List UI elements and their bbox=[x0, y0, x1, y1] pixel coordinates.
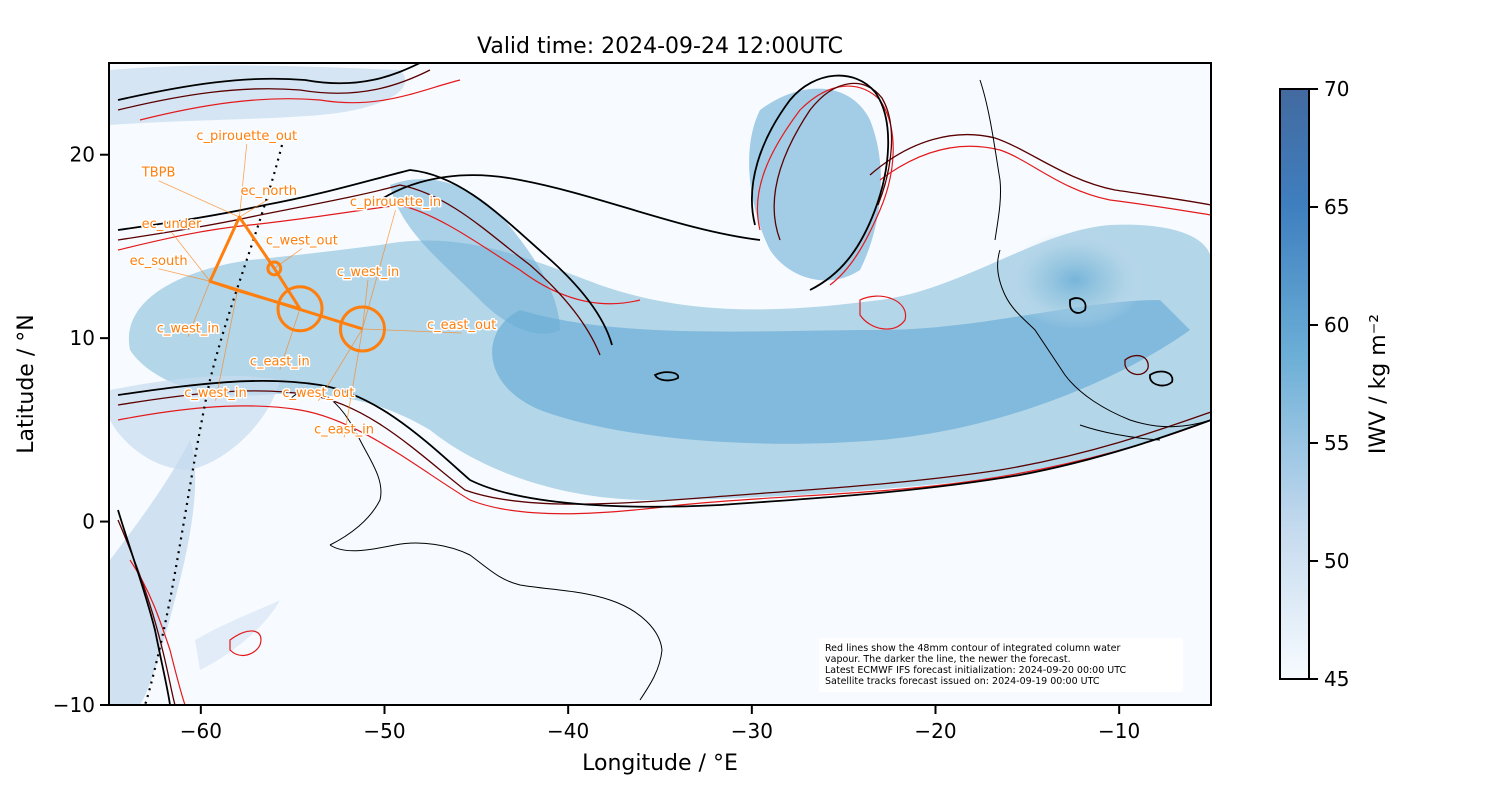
annotation-label: c_east_out bbox=[427, 318, 496, 333]
annotation-leader bbox=[215, 290, 238, 401]
annotation-label: c_west_in bbox=[184, 386, 247, 401]
annotation-leader bbox=[171, 231, 211, 282]
y-axis-ticks: −10 0 10 20 bbox=[53, 143, 109, 717]
y-tick-label: −10 bbox=[53, 693, 95, 717]
y-axis-label: Latitude / °N bbox=[14, 314, 39, 453]
colorbar-tick-label: 60 bbox=[1324, 313, 1349, 337]
annotation-label: ec_north bbox=[241, 184, 298, 199]
coastlines bbox=[289, 79, 1211, 701]
x-axis-label: Longitude / °E bbox=[582, 751, 738, 776]
map-axes: c_pirouette_out TBPB ec_north c_pirouette_i… bbox=[108, 62, 1212, 706]
colorbar-label: IWV / kg m⁻² bbox=[1366, 314, 1391, 454]
note-background bbox=[819, 638, 1183, 692]
x-tick-label: −50 bbox=[363, 719, 405, 743]
annotation-leader bbox=[239, 198, 269, 218]
plot-title: Valid time: 2024-09-24 12:00UTC bbox=[477, 34, 843, 59]
annotation-label: c_pirouette_in bbox=[350, 195, 441, 210]
annotations-layer: c_pirouette_out TBPB ec_north c_pirouette_i… bbox=[128, 128, 498, 439]
annotation-leader bbox=[187, 281, 211, 337]
note-box: Red lines show the 48mm contour of integ… bbox=[819, 638, 1183, 692]
map-content: c_pirouette_out TBPB ec_north c_pirouette_i… bbox=[110, 63, 1211, 705]
flight-circle bbox=[276, 285, 324, 333]
note-line-1: Red lines show the 48mm contour of integ… bbox=[825, 643, 1120, 654]
note-line-3: Latest ECMWF IFS forecast initialization… bbox=[825, 665, 1126, 676]
colorbar-tick-label: 45 bbox=[1324, 667, 1349, 691]
colorbar-bar bbox=[1279, 88, 1310, 680]
x-tick-label: −30 bbox=[731, 719, 773, 743]
map-frame bbox=[108, 62, 1212, 706]
annotation-label: ec_under bbox=[142, 217, 202, 232]
annotation-leader bbox=[362, 209, 396, 330]
colorbar-tick-label: 50 bbox=[1324, 549, 1349, 573]
annotation-label: c_east_in bbox=[314, 423, 374, 438]
colorbar-tick-label: 65 bbox=[1324, 195, 1349, 219]
flight-circle bbox=[266, 260, 283, 277]
annotation-label: c_west_out bbox=[282, 386, 354, 401]
annotation-leader bbox=[239, 143, 248, 218]
annotation-label: c_west_out bbox=[266, 234, 338, 249]
note-line-4: Satellite tracks forecast issued on: 202… bbox=[825, 676, 1100, 687]
annotation-label: c_pirouette_out bbox=[196, 129, 297, 144]
x-tick-label: −40 bbox=[547, 719, 589, 743]
x-tick-label: −20 bbox=[914, 719, 956, 743]
annotation-label: c_west_in bbox=[157, 322, 220, 337]
contour-newest bbox=[117, 63, 1211, 705]
colorbar-ticks: 45 50 55 60 65 70 bbox=[1309, 77, 1349, 691]
annotation-leader bbox=[158, 180, 240, 218]
annotation-leader bbox=[274, 248, 303, 269]
annotation-leader bbox=[362, 328, 462, 334]
annotation-label: c_west_in bbox=[337, 265, 400, 280]
x-axis-ticks: −60 −50 −40 −30 −20 −10 bbox=[180, 705, 1140, 743]
flight-circle bbox=[338, 305, 386, 353]
annotation-leader bbox=[343, 328, 363, 438]
x-tick-label: −60 bbox=[180, 719, 222, 743]
annotation-label: ec_south bbox=[130, 254, 188, 269]
x-tick-label: −10 bbox=[1098, 719, 1140, 743]
colorbar-tick-label: 70 bbox=[1324, 77, 1349, 101]
annotation-leader bbox=[318, 328, 363, 402]
annotation-leaders bbox=[158, 143, 462, 438]
note-line-2: vapour. The darker the line, the newer t… bbox=[825, 654, 1071, 665]
annotation-leader bbox=[279, 308, 301, 370]
y-tick-label: 10 bbox=[70, 326, 95, 350]
annotation-label: c_east_in bbox=[250, 355, 310, 370]
annotation-label: TBPB bbox=[141, 166, 176, 181]
y-tick-label: 20 bbox=[70, 143, 95, 167]
y-tick-label: 0 bbox=[82, 510, 95, 534]
annotation-leader bbox=[362, 279, 369, 330]
contour-mid bbox=[117, 69, 1211, 705]
contour-oldest bbox=[117, 79, 1211, 705]
colorbar-tick-label: 55 bbox=[1324, 431, 1349, 455]
annotation-leader bbox=[158, 268, 211, 282]
colorbar: 45 50 55 60 65 70 IWV / kg m⁻² bbox=[1279, 77, 1391, 691]
